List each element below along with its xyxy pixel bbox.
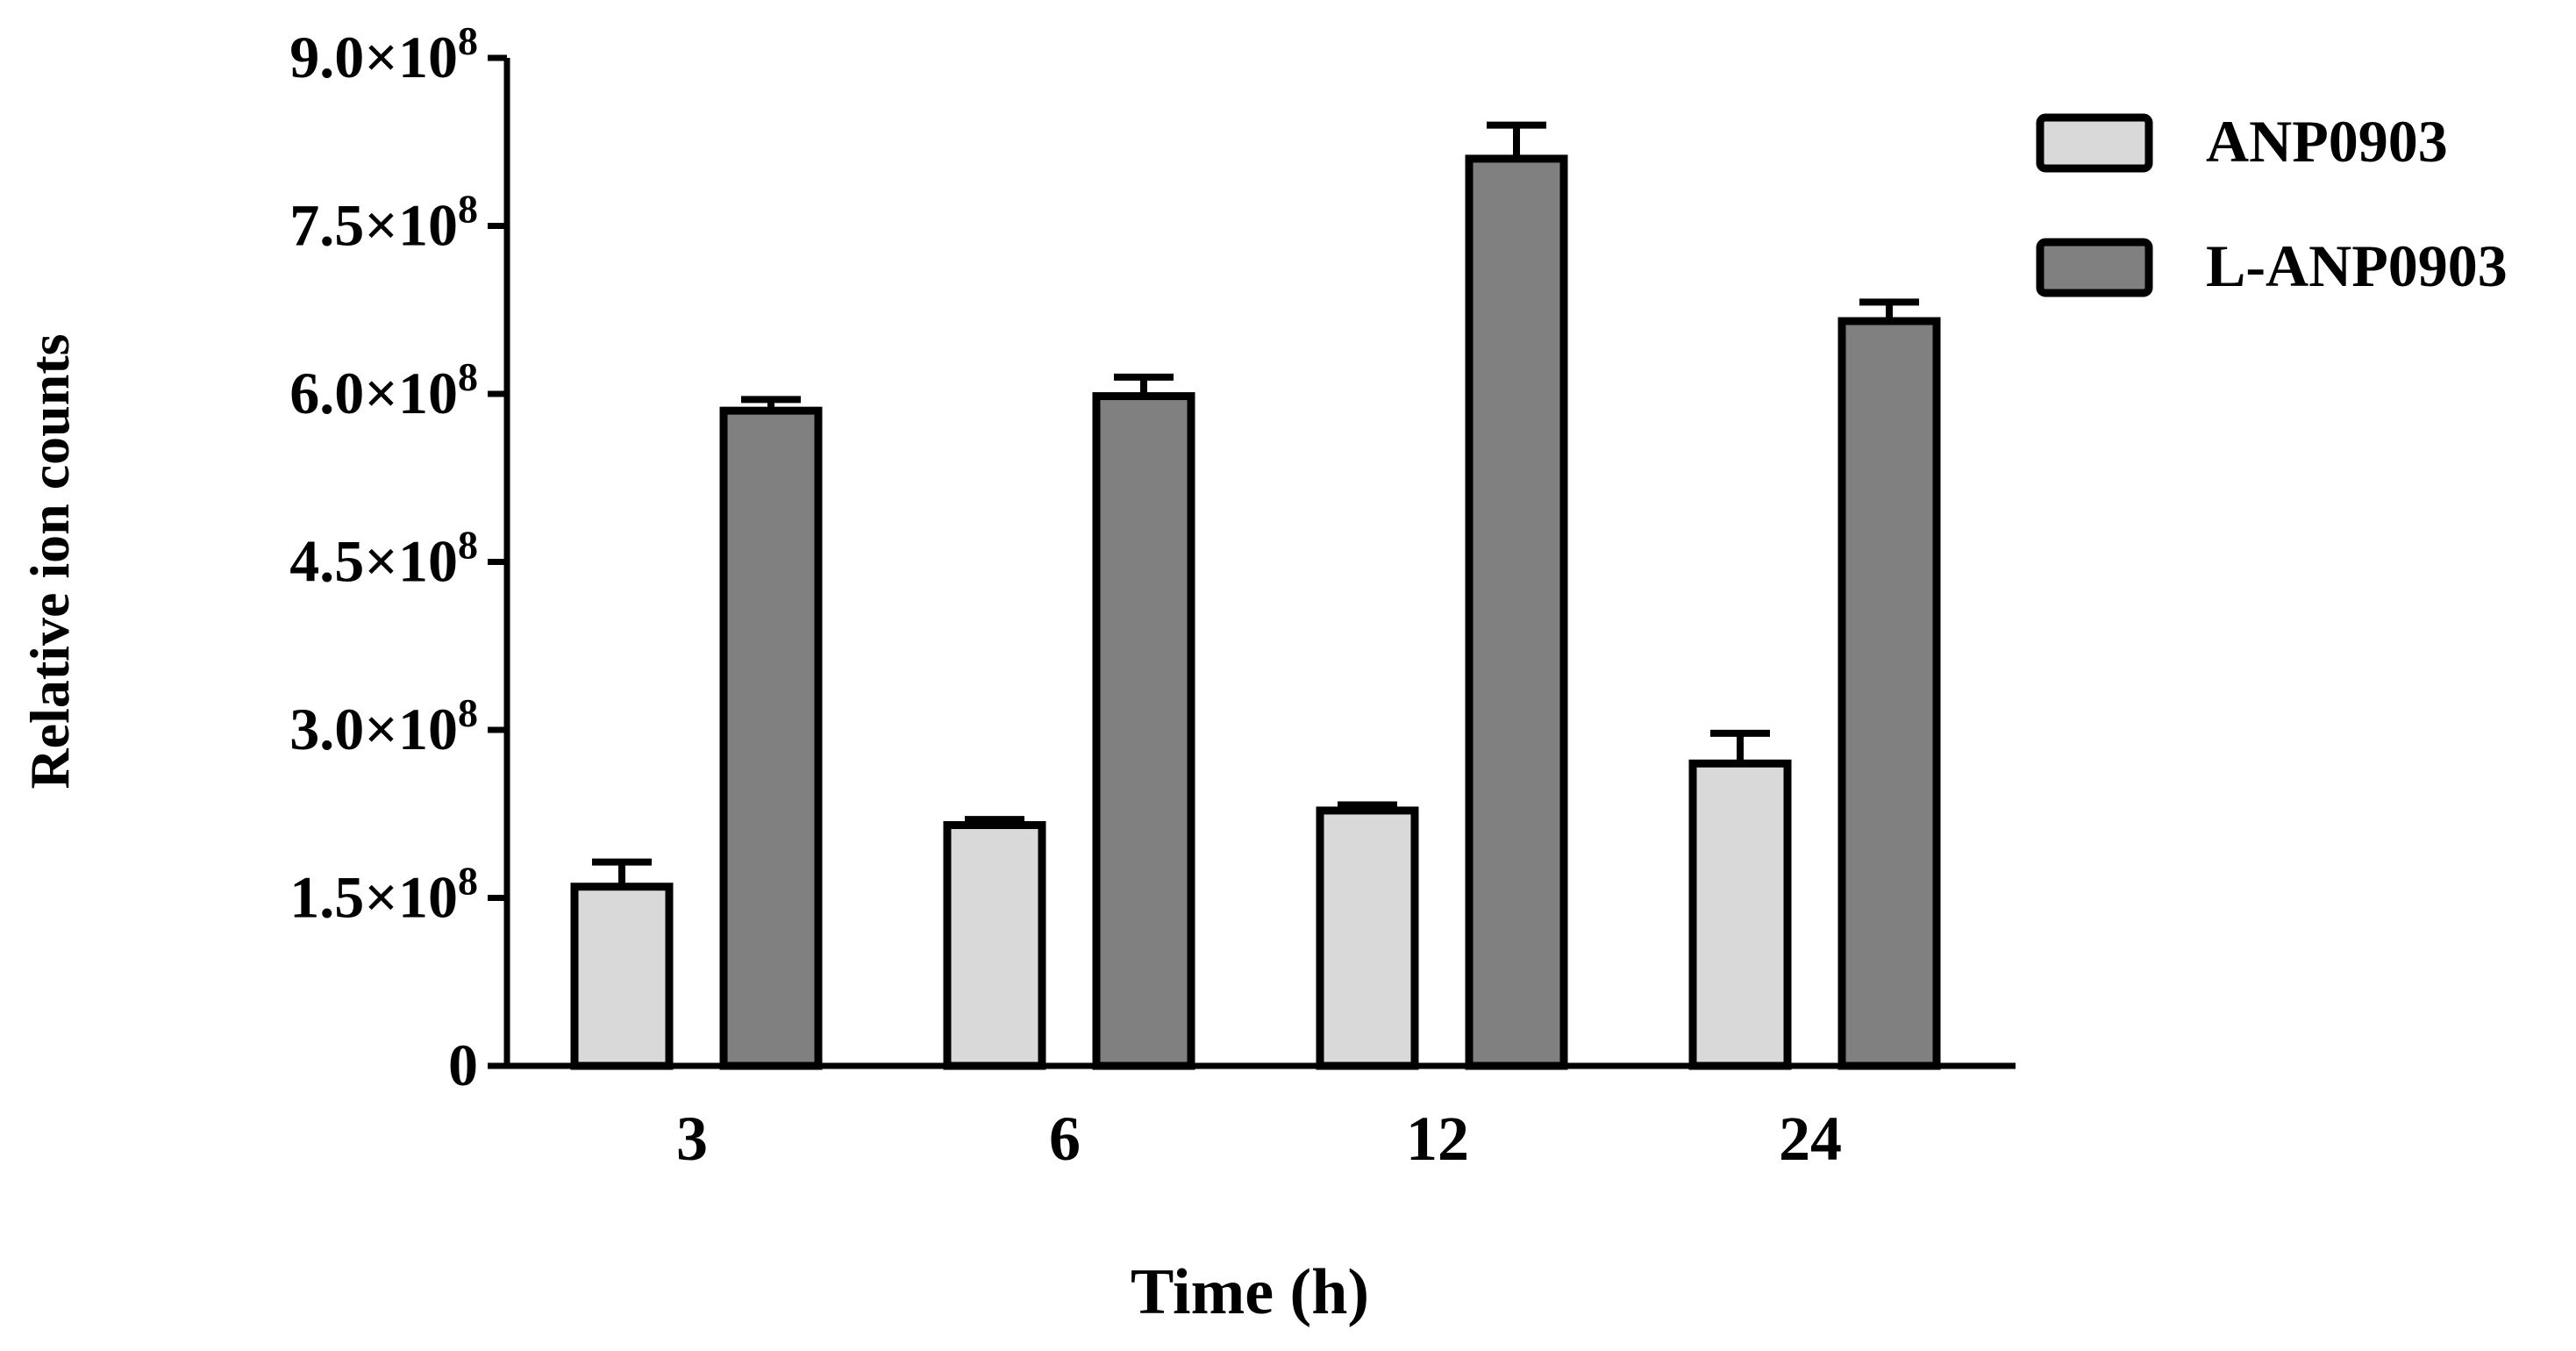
bar-anp0903-24 bbox=[1688, 759, 1792, 1070]
bar-anp0903-6 bbox=[943, 821, 1046, 1070]
x-axis-title: Time (h) bbox=[1131, 1256, 1369, 1328]
y-tick-label: 7.5×108 bbox=[289, 187, 478, 259]
legend: ANP0903 L-ANP0903 bbox=[2036, 108, 2508, 299]
y-tick-label: 4.5×108 bbox=[289, 523, 478, 595]
bars-layer bbox=[570, 154, 1941, 1070]
y-tick-label: 0 bbox=[448, 1032, 478, 1098]
y-tick-label: 1.5×108 bbox=[289, 859, 478, 931]
y-ticks-layer: 01.5×1083.0×1084.5×1086.0×1087.5×1089.0×… bbox=[289, 18, 507, 1098]
y-axis-title: Relative ion counts bbox=[18, 333, 81, 789]
x-tick-label: 24 bbox=[1779, 1104, 1842, 1174]
legend-swatch-l-anp0903 bbox=[2036, 238, 2153, 297]
y-tick-label-mantissa: 9.0×10 bbox=[289, 24, 458, 90]
y-tick-label-exponent: 8 bbox=[458, 859, 478, 904]
y-tick-label-mantissa: 1.5×10 bbox=[289, 864, 458, 931]
y-tick-label: 6.0×108 bbox=[289, 354, 478, 426]
y-tick-label-mantissa: 0 bbox=[448, 1032, 478, 1098]
bar-anp0903-12 bbox=[1316, 806, 1419, 1070]
bar-l-anp0903-12 bbox=[1465, 154, 1568, 1070]
y-tick-label: 3.0×108 bbox=[289, 690, 478, 762]
x-tick-label: 6 bbox=[1049, 1104, 1081, 1174]
y-tick-label-mantissa: 4.5×10 bbox=[289, 528, 458, 595]
bar-l-anp0903-6 bbox=[1092, 392, 1195, 1070]
y-tick-label-exponent: 8 bbox=[458, 690, 478, 735]
y-tick-label-exponent: 8 bbox=[458, 18, 478, 63]
bar-l-anp0903-24 bbox=[1837, 317, 1941, 1070]
bar-anp0903-3 bbox=[570, 883, 674, 1070]
x-ticks-layer: 3 6 12 24 bbox=[676, 1104, 1842, 1174]
y-tick-label-exponent: 8 bbox=[458, 354, 478, 399]
y-tick-label-mantissa: 3.0×10 bbox=[289, 696, 458, 762]
x-tick-label: 3 bbox=[676, 1104, 708, 1174]
y-tick-label-mantissa: 7.5×10 bbox=[289, 192, 458, 259]
x-tick-label: 12 bbox=[1406, 1104, 1469, 1174]
y-tick-label-exponent: 8 bbox=[458, 187, 478, 232]
y-tick-label-exponent: 8 bbox=[458, 523, 478, 568]
error-bars-layer bbox=[592, 121, 1919, 887]
y-tick-label: 9.0×108 bbox=[289, 18, 478, 90]
legend-swatch-anp0903 bbox=[2036, 113, 2153, 173]
legend-label: ANP0903 bbox=[2206, 108, 2448, 175]
y-tick-label-mantissa: 6.0×10 bbox=[289, 360, 458, 426]
legend-label: L-ANP0903 bbox=[2206, 232, 2508, 299]
bar-l-anp0903-3 bbox=[719, 406, 823, 1070]
